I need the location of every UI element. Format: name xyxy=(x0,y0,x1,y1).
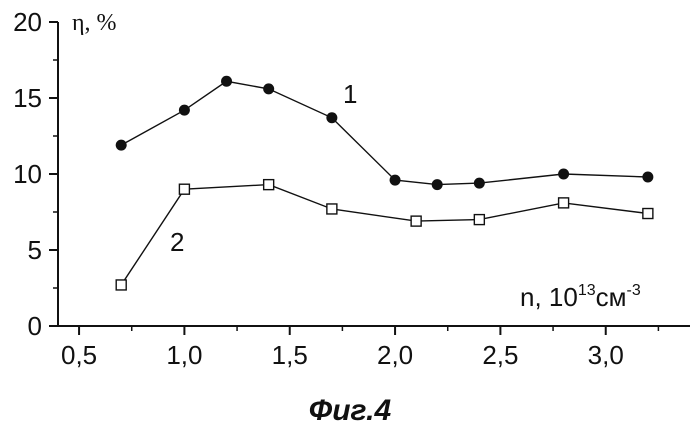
series-2-point xyxy=(116,280,126,290)
series-1-point xyxy=(263,83,274,94)
series-1-point xyxy=(221,76,232,87)
series-1-point xyxy=(432,179,443,190)
series-2-point xyxy=(179,184,189,194)
series-1-point xyxy=(179,105,190,116)
y-axis-label: η, % xyxy=(72,10,117,36)
series-2-point xyxy=(474,215,484,225)
series-1-point xyxy=(326,112,337,123)
y-tick-label: 5 xyxy=(28,235,42,265)
series-2-point xyxy=(264,180,274,190)
x-tick-label: 3,0 xyxy=(588,340,624,370)
x-axis-label-exp: 13 xyxy=(578,282,596,299)
x-axis-label-unit: см xyxy=(596,282,627,312)
series-1-point xyxy=(116,140,127,151)
series-1-point xyxy=(558,169,569,180)
x-tick-label: 0,5 xyxy=(61,340,97,370)
series-markers xyxy=(116,76,654,290)
y-tick-label: 15 xyxy=(13,83,42,113)
x-tick-label: 2,5 xyxy=(482,340,518,370)
series-1-line xyxy=(121,81,648,184)
x-axis-label: n, 1013см-3 xyxy=(520,282,641,312)
ticks: 0,5 1,0 1,5 2,0 2,5 3,0 0 5 10 15 20 xyxy=(13,7,658,370)
y-tick-label: 20 xyxy=(13,7,42,37)
series-2-point xyxy=(411,216,421,226)
x-tick-label: 1,0 xyxy=(166,340,202,370)
series-label-1: 1 xyxy=(343,79,357,109)
x-axis-label-unit-exp: -3 xyxy=(627,282,641,299)
x-tick-label: 2,0 xyxy=(377,340,413,370)
series-1-point xyxy=(474,178,485,189)
series-1-point xyxy=(390,175,401,186)
series-lines xyxy=(121,81,648,285)
y-tick-label: 10 xyxy=(13,159,42,189)
figure-caption: Фиг.4 xyxy=(309,394,392,427)
series-label-2: 2 xyxy=(170,227,184,257)
y-tick-label: 0 xyxy=(28,311,42,341)
x-tick-label: 1,5 xyxy=(272,340,308,370)
x-axis-label-base: n, 10 xyxy=(520,282,578,312)
series-2-point xyxy=(327,204,337,214)
axes xyxy=(58,22,690,326)
series-2-point xyxy=(643,209,653,219)
series-1-point xyxy=(642,172,653,183)
series-2-point xyxy=(559,198,569,208)
